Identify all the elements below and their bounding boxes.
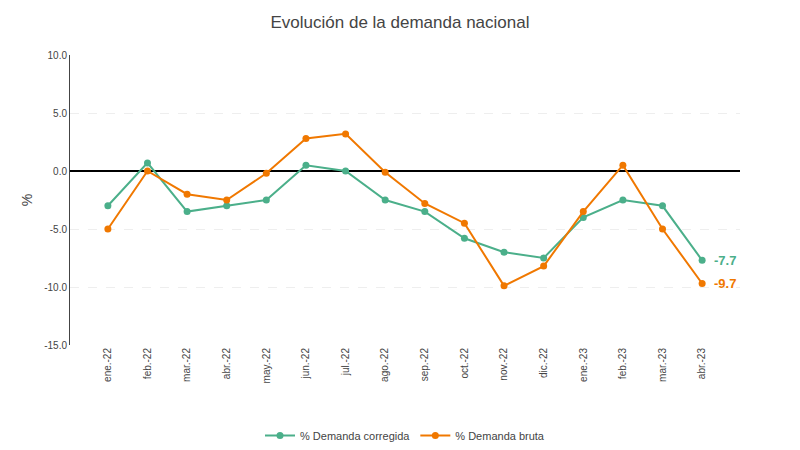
svg-text:feb.-22: feb.-22 [142,348,153,380]
svg-text:ago.-22: ago.-22 [379,348,390,382]
svg-text:nov.-22: nov.-22 [498,348,509,381]
svg-text:abr.-22: abr.-22 [221,348,232,380]
svg-text:sep.-22: sep.-22 [419,348,430,382]
svg-text:abr.-23: abr.-23 [696,348,707,380]
svg-text:ene.-22: ene.-22 [102,348,113,382]
svg-text:Evolución de la demanda nacion: Evolución de la demanda nacional [271,13,530,32]
svg-text:oct.-22: oct.-22 [459,348,470,379]
svg-text:10.0: 10.0 [48,50,68,61]
svg-text:0.0: 0.0 [53,166,67,177]
svg-text:mar.-22: mar.-22 [181,348,192,382]
svg-text:jun.-22: jun.-22 [300,348,311,380]
svg-text:dic.-22: dic.-22 [538,348,549,378]
svg-text:-5.0: -5.0 [50,224,68,235]
svg-text:5.0: 5.0 [53,108,67,119]
svg-text:-9.7: -9.7 [714,276,736,291]
svg-text:-10.0: -10.0 [44,282,67,293]
svg-text:-7.7: -7.7 [714,253,736,268]
svg-text:% Demanda corregida: % Demanda corregida [300,430,410,442]
svg-text:-15.0: -15.0 [44,340,67,351]
svg-text:mar.-23: mar.-23 [657,348,668,382]
svg-text:jul.-22: jul.-22 [340,348,351,377]
svg-text:% Demanda bruta: % Demanda bruta [455,430,545,442]
svg-text:feb.-23: feb.-23 [617,348,628,380]
svg-text:may.-22: may.-22 [261,348,272,384]
svg-text:ene.-23: ene.-23 [578,348,589,382]
svg-text:%: % [19,194,35,206]
